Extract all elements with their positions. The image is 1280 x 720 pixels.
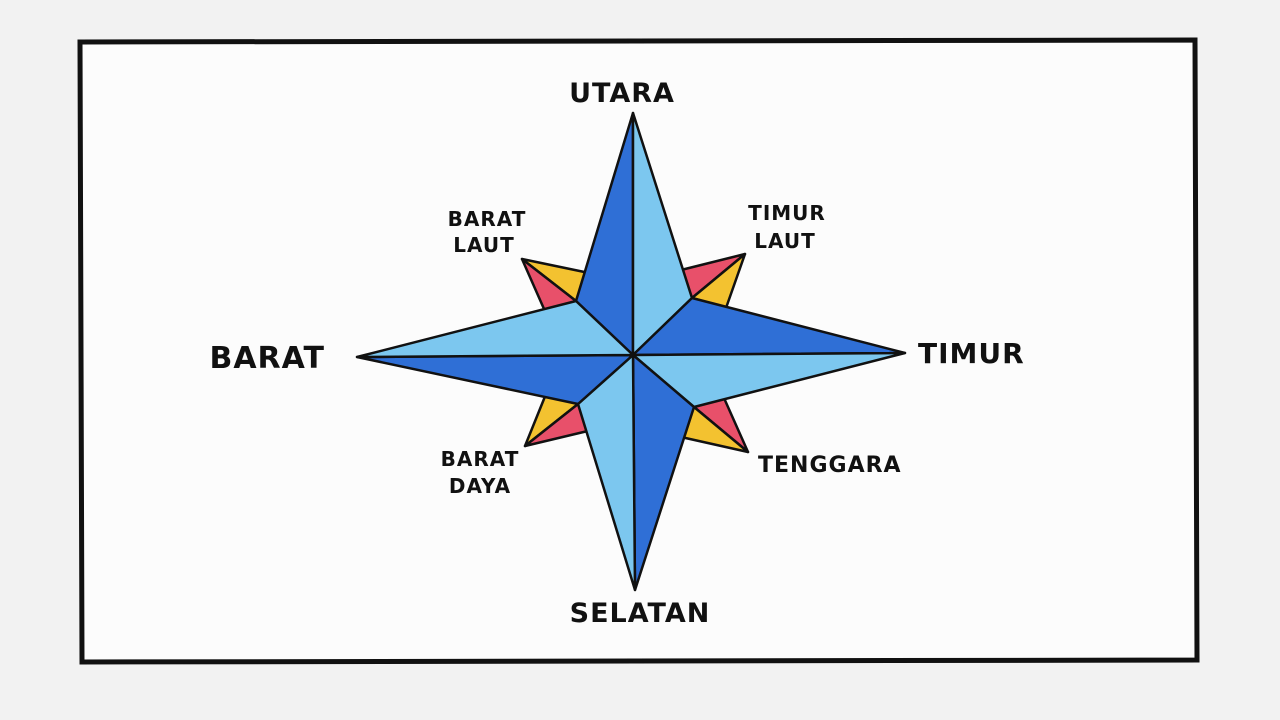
- label-south: SELATAN: [570, 598, 711, 629]
- label-northeast-line2: LAUT: [754, 229, 816, 253]
- label-northwest-line1: BARAT: [448, 207, 527, 231]
- label-northwest-line2: LAUT: [453, 233, 515, 257]
- label-east: TIMUR: [918, 337, 1025, 370]
- label-southeast: TENGGARA: [758, 453, 902, 478]
- label-northeast-line1: TIMUR: [748, 201, 826, 225]
- label-southwest-line2: DAYA: [449, 474, 511, 498]
- label-southwest-line1: BARAT: [441, 447, 520, 471]
- west-arm-top: [355, 299, 635, 359]
- main-star: [355, 111, 907, 592]
- label-west: BARAT: [209, 341, 325, 376]
- label-north: UTARA: [569, 78, 675, 109]
